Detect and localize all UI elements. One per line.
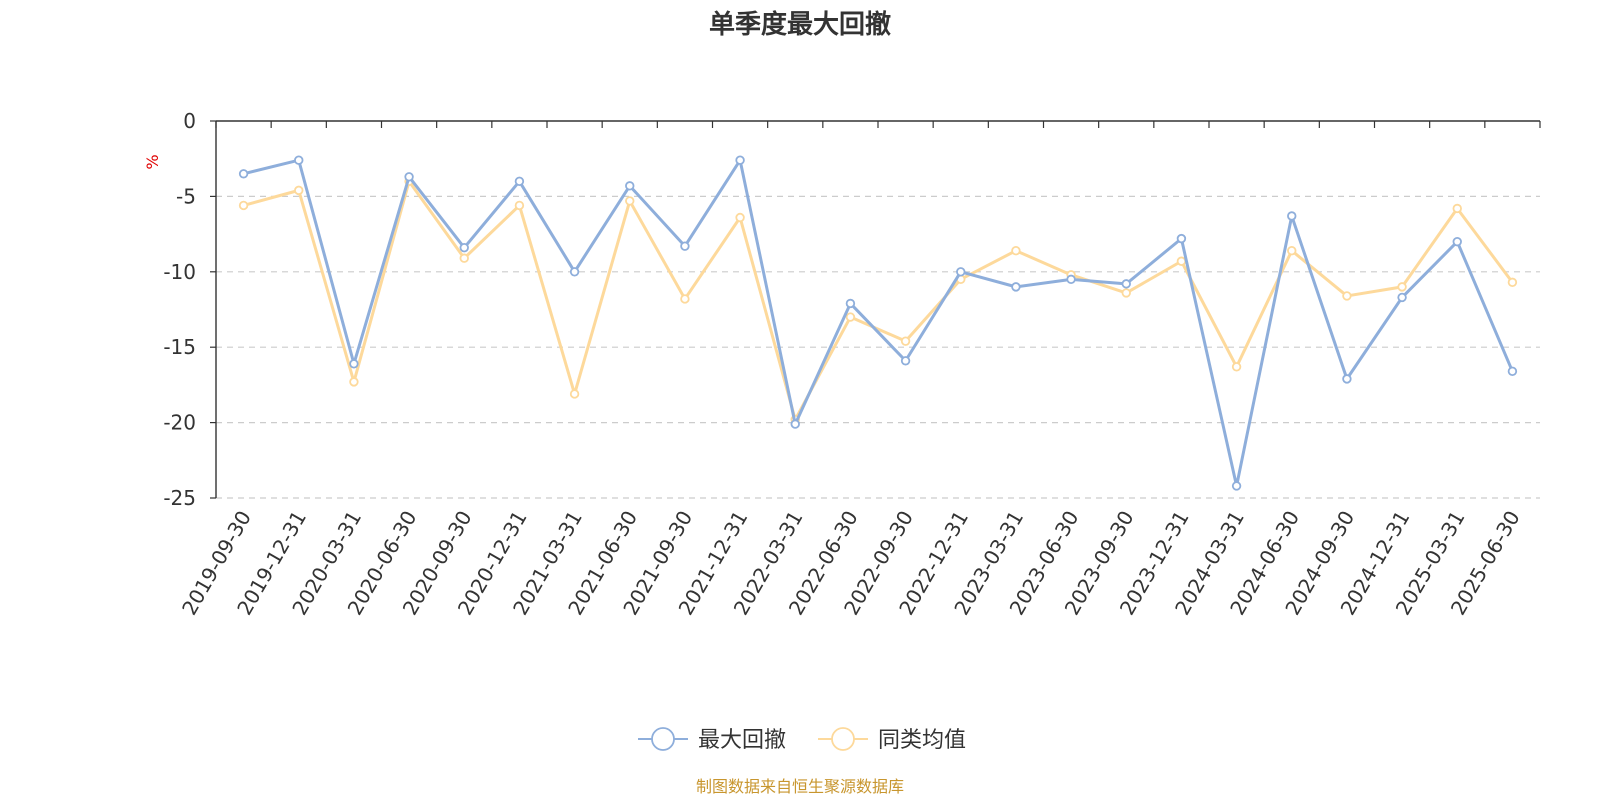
data-point[interactable] xyxy=(514,200,525,211)
data-point[interactable] xyxy=(1287,245,1297,256)
grid-lines xyxy=(216,195,1540,499)
y-tick-label: -20 xyxy=(163,411,196,435)
series-line xyxy=(243,158,1514,488)
data-point[interactable] xyxy=(1011,282,1021,292)
data-point[interactable] xyxy=(845,312,856,322)
data-point[interactable] xyxy=(1176,233,1187,244)
data-point[interactable] xyxy=(680,241,690,251)
y-tick-label: 0 xyxy=(183,109,196,133)
data-point[interactable] xyxy=(459,242,469,253)
series-line xyxy=(243,179,1514,422)
data-point[interactable] xyxy=(1452,203,1462,214)
data-point[interactable] xyxy=(1176,256,1187,266)
data-point[interactable] xyxy=(1397,282,1407,292)
data-point[interactable] xyxy=(900,336,911,346)
y-tick-label: -15 xyxy=(163,335,196,359)
data-point[interactable] xyxy=(404,172,414,182)
chart-title: 单季度最大回撤 xyxy=(709,9,891,40)
data-point[interactable] xyxy=(956,267,966,277)
legend-item-1[interactable]: 同类均值 xyxy=(818,727,966,753)
x-axis: 2019-09-302019-12-312020-03-312020-06-30… xyxy=(177,120,1541,619)
data-point[interactable] xyxy=(1231,362,1242,372)
data-point[interactable] xyxy=(459,253,469,263)
legend[interactable]: 最大回撤 同类均值 xyxy=(638,727,966,753)
data-point[interactable] xyxy=(1342,374,1352,384)
legend-circle-icon xyxy=(831,727,855,751)
series-1 xyxy=(238,176,1518,425)
data-point[interactable] xyxy=(349,377,359,387)
legend-label: 最大回撤 xyxy=(698,728,786,753)
data-point[interactable] xyxy=(238,200,249,211)
data-point[interactable] xyxy=(569,389,580,399)
data-point[interactable] xyxy=(1342,291,1352,301)
data-point[interactable] xyxy=(1121,279,1131,289)
legend-label: 同类均值 xyxy=(878,728,966,753)
data-point[interactable] xyxy=(1452,236,1462,247)
data-point[interactable] xyxy=(294,185,304,196)
y-axis: 0 -5 -10 -15 -20 -25 xyxy=(163,109,217,510)
data-point[interactable] xyxy=(1121,288,1131,298)
legend-circle-icon xyxy=(651,727,675,751)
data-point[interactable] xyxy=(735,212,745,223)
data-point[interactable] xyxy=(294,155,304,165)
data-point[interactable] xyxy=(625,196,635,206)
data-point[interactable] xyxy=(900,356,911,366)
data-point[interactable] xyxy=(1507,366,1518,377)
y-axis-unit: % xyxy=(143,154,162,169)
data-point[interactable] xyxy=(514,176,525,187)
y-tick-label: -25 xyxy=(163,486,196,510)
legend-item-0[interactable]: 最大回撤 xyxy=(638,727,786,753)
y-tick-label: -10 xyxy=(163,260,196,284)
data-point[interactable] xyxy=(1397,292,1407,303)
data-point[interactable] xyxy=(680,294,690,304)
y-tick-label: -5 xyxy=(176,184,196,208)
data-point[interactable] xyxy=(625,181,635,191)
data-point[interactable] xyxy=(238,169,249,179)
data-point[interactable] xyxy=(790,419,800,429)
data-point[interactable] xyxy=(1066,274,1076,285)
data-point[interactable] xyxy=(845,298,856,309)
data-point[interactable] xyxy=(569,267,580,277)
series-0 xyxy=(238,155,1518,491)
data-point[interactable] xyxy=(1287,211,1297,221)
data-point[interactable] xyxy=(1231,481,1242,491)
data-source-note: 制图数据来自恒生聚源数据库 xyxy=(696,777,904,796)
data-point[interactable] xyxy=(735,155,745,165)
data-point[interactable] xyxy=(1507,277,1518,288)
data-point[interactable] xyxy=(1011,245,1021,256)
data-point[interactable] xyxy=(349,359,359,369)
series-group xyxy=(238,155,1518,491)
